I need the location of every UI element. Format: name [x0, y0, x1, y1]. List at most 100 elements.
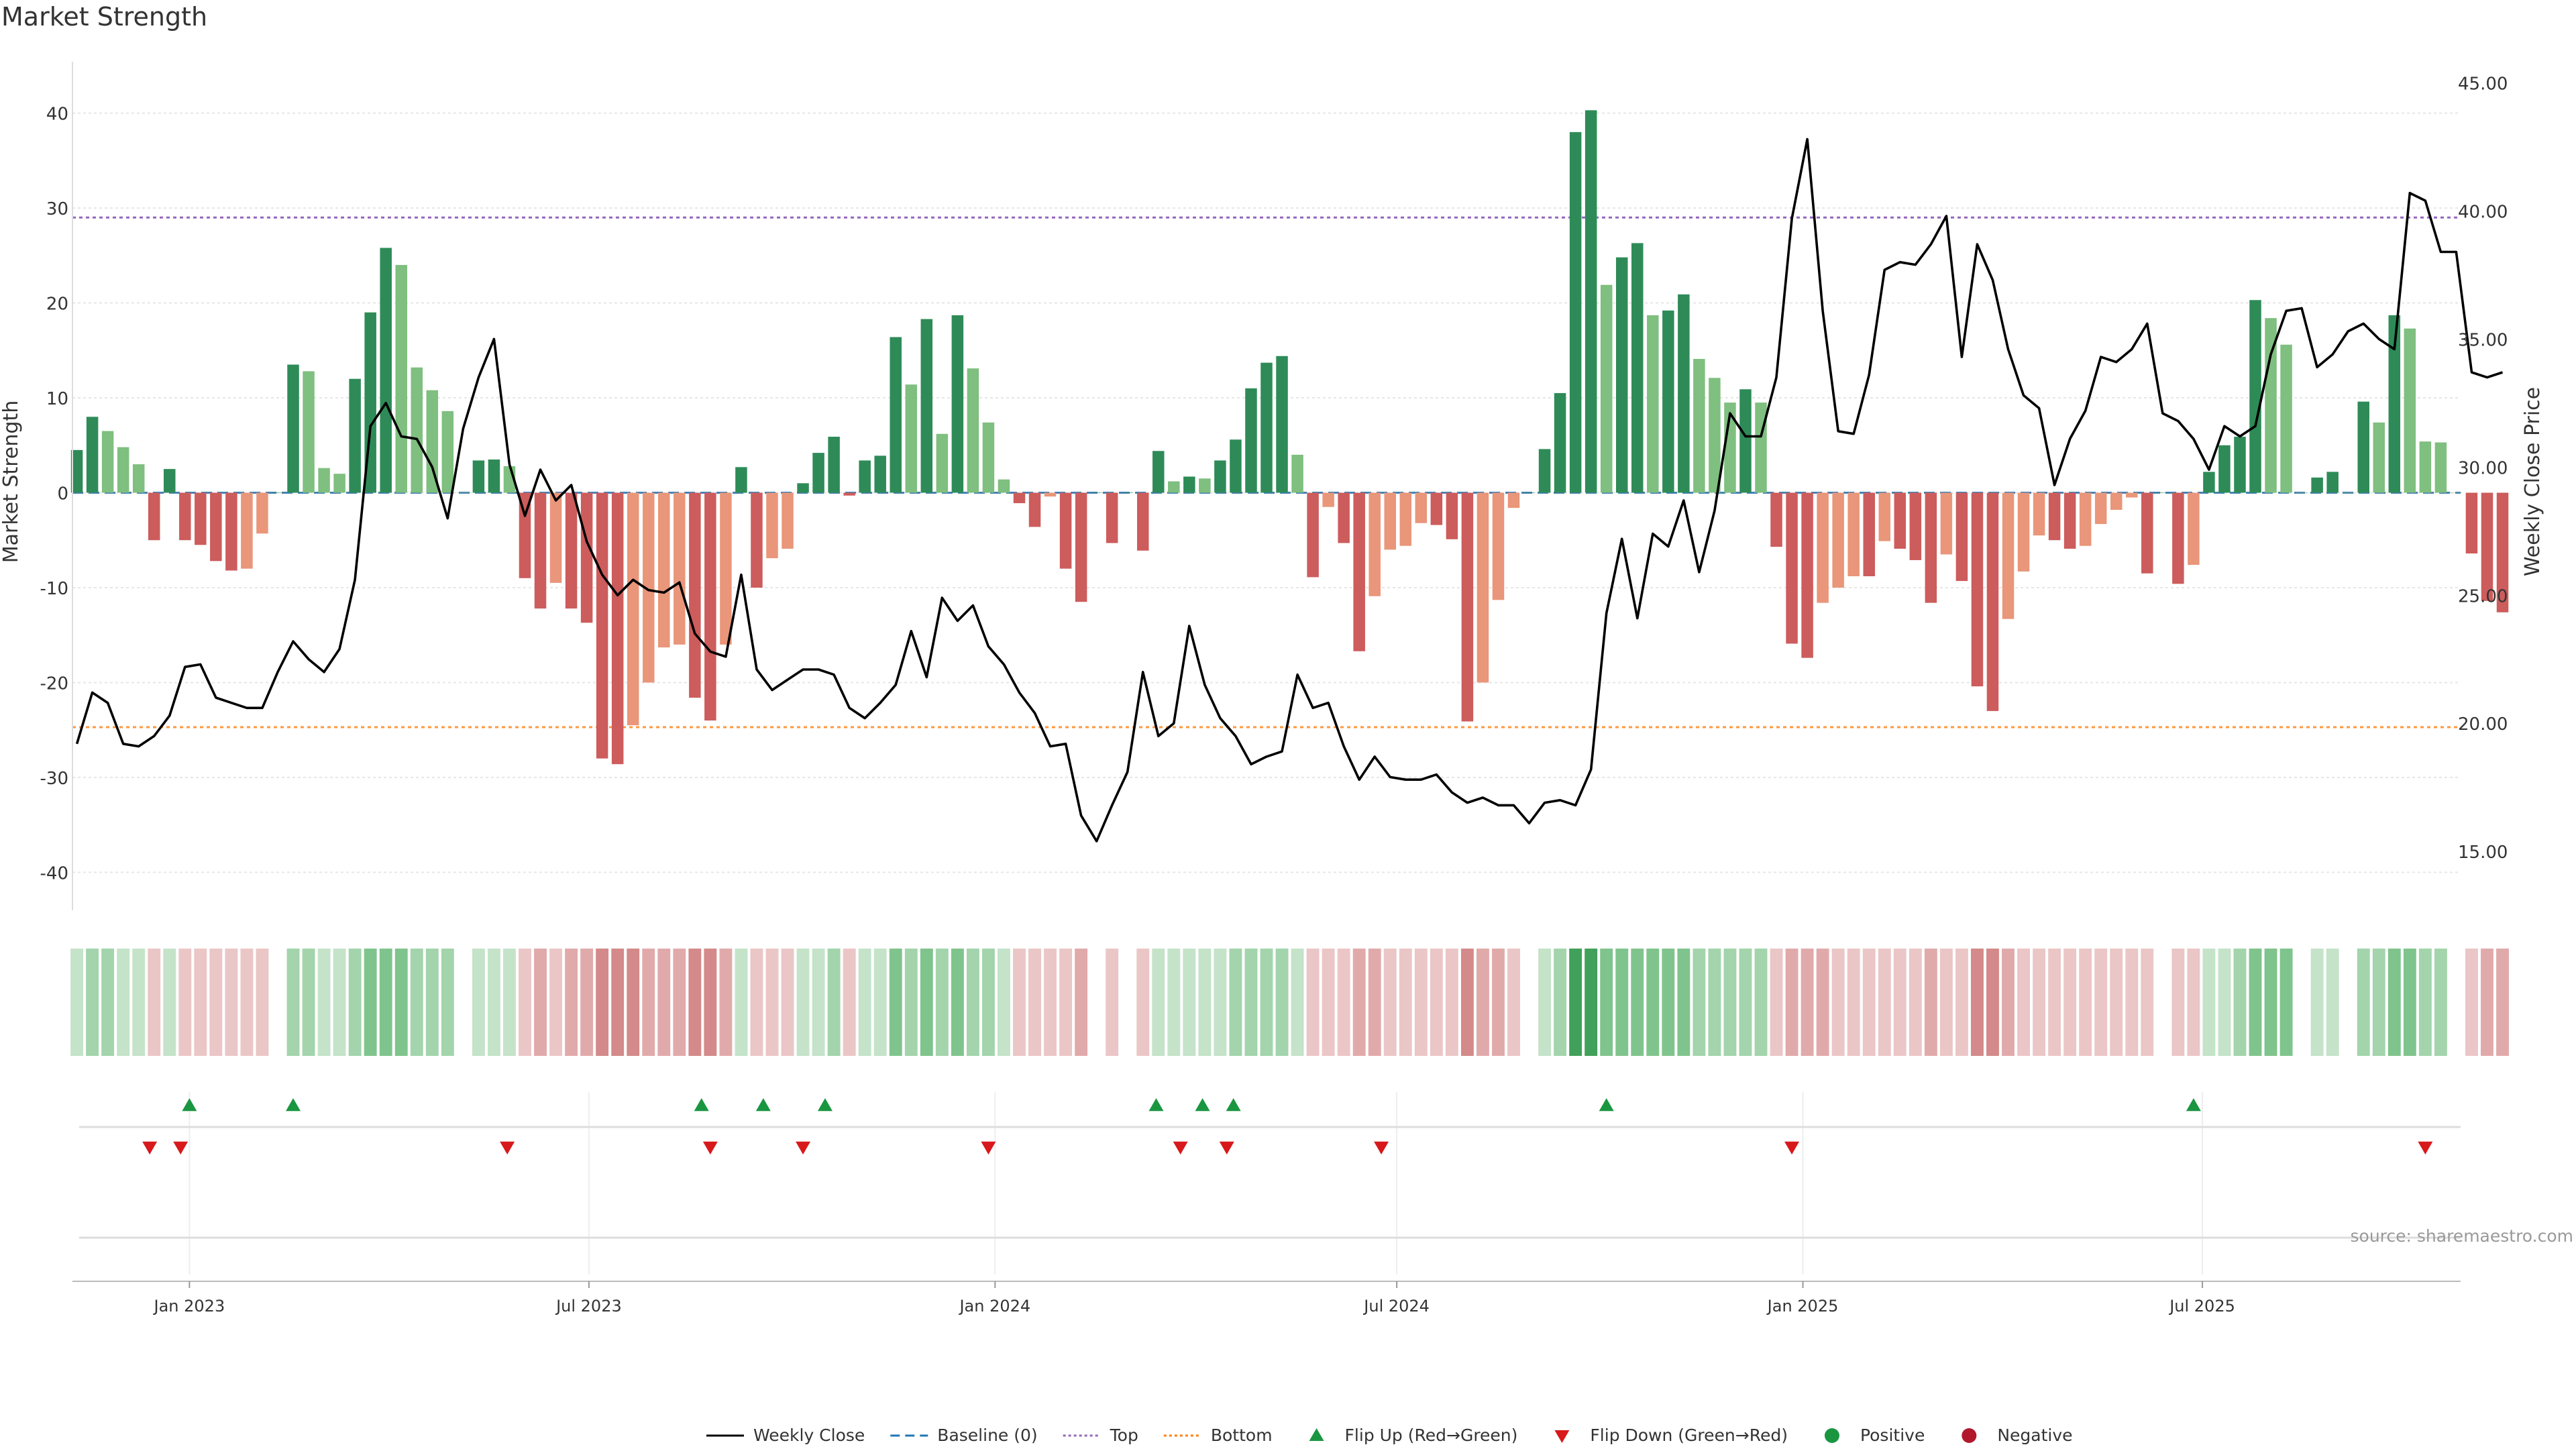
flip-down-marker — [1784, 1141, 1800, 1155]
strength-bar — [2280, 344, 2292, 493]
heat-cell — [904, 949, 918, 1056]
legend-item: Baseline (0) — [890, 1426, 1038, 1445]
legend-label: Weekly Close — [753, 1426, 865, 1445]
strength-bar — [272, 492, 284, 493]
strength-bar — [210, 492, 222, 561]
heat-cell — [2279, 949, 2293, 1056]
heat-cell — [1569, 949, 1582, 1056]
heat-cell — [627, 949, 640, 1056]
heat-cell — [132, 949, 146, 1056]
right-tick-label: 30.00 — [2458, 458, 2508, 478]
strength-bar — [1615, 257, 1628, 493]
strength-bar — [843, 492, 855, 496]
heat-cell — [534, 949, 547, 1056]
strength-bar — [1183, 476, 1195, 493]
strength-bar — [951, 315, 964, 493]
strength-bar — [395, 264, 407, 493]
strength-bar — [1554, 392, 1566, 493]
heat-cell — [1106, 949, 1119, 1056]
heat-cell — [240, 949, 254, 1056]
heat-cell — [2403, 949, 2416, 1056]
strength-bar — [426, 390, 439, 493]
x-tick-label: Jan 2025 — [1766, 1297, 1839, 1316]
strength-bar — [1709, 378, 1721, 493]
heat-cell — [1708, 949, 1721, 1056]
heat-cell — [1460, 949, 1474, 1056]
strength-bar — [1878, 492, 1891, 541]
strength-bar — [1199, 478, 1211, 493]
heat-cell — [1600, 949, 1613, 1056]
heat-cell — [1677, 949, 1690, 1056]
legend-item: Weekly Close — [706, 1426, 865, 1445]
heat-cell — [981, 949, 995, 1056]
heat-cell — [812, 949, 825, 1056]
left-tick-label: -30 — [40, 769, 68, 789]
left-tick-label: 20 — [46, 294, 68, 315]
heat-cell — [1136, 949, 1150, 1056]
strength-bar — [1569, 131, 1582, 493]
heat-cell — [364, 949, 377, 1056]
heat-cell — [178, 949, 192, 1056]
strength-bar — [1353, 492, 1365, 651]
heat-cell — [2202, 949, 2216, 1056]
heat-cell — [101, 949, 115, 1056]
heat-cell — [1059, 949, 1073, 1056]
strength-bar — [179, 492, 191, 541]
heat-cell — [1260, 949, 1273, 1056]
heat-cell — [688, 949, 702, 1056]
heat-cell — [1971, 949, 1984, 1056]
right-tick-label: 40.00 — [2458, 202, 2508, 222]
heat-cell — [163, 949, 176, 1056]
strength-bar — [967, 368, 979, 493]
strength-bar — [1276, 356, 1288, 493]
heat-cell — [596, 949, 609, 1056]
left-tick-label: 40 — [46, 105, 68, 125]
heat-cell — [209, 949, 223, 1056]
strength-bar — [1446, 492, 1458, 539]
strength-bar — [534, 492, 547, 609]
heat-cell — [765, 949, 779, 1056]
strength-bar — [472, 460, 485, 493]
heat-cell — [2310, 949, 2324, 1056]
strength-bar — [1461, 492, 1474, 722]
strength-bar — [2326, 472, 2339, 493]
heat-cell — [117, 949, 130, 1056]
heat-cell — [1816, 949, 1829, 1056]
strength-bar — [1600, 284, 1613, 493]
flip-down-marker — [1219, 1141, 1234, 1155]
heat-cell — [1939, 949, 1953, 1056]
strength-bar — [1585, 110, 1597, 493]
flip-up-marker — [1148, 1098, 1164, 1112]
heat-cell — [225, 949, 238, 1056]
strength-bar — [1894, 492, 1907, 549]
strength-bar — [457, 492, 470, 493]
strength-bar — [164, 469, 176, 493]
heat-cell — [1662, 949, 1675, 1056]
heat-cell — [1275, 949, 1289, 1056]
heat-cell — [1152, 949, 1165, 1056]
strength-bar — [148, 492, 160, 541]
heat-cell — [2017, 949, 2030, 1056]
strength-bar — [2110, 492, 2123, 510]
heat-cell — [487, 949, 500, 1056]
strength-bar — [1368, 492, 1381, 596]
heat-cell — [2496, 949, 2509, 1056]
heat-cell — [379, 949, 392, 1056]
heat-cell — [2434, 949, 2447, 1056]
legend-label: Bottom — [1211, 1426, 1273, 1445]
strength-bar — [1538, 449, 1551, 493]
flip-up-marker — [817, 1098, 833, 1112]
strength-bar — [1415, 492, 1428, 523]
strength-bar — [1384, 492, 1397, 550]
heat-cell — [951, 949, 964, 1056]
heat-cell — [1368, 949, 1381, 1056]
heat-cell — [1986, 949, 1999, 1056]
strength-bar — [1121, 492, 1134, 493]
strength-bar — [1168, 481, 1180, 493]
heat-cell — [1399, 949, 1412, 1056]
flip-up-marker — [2186, 1098, 2201, 1112]
heat-cell — [1955, 949, 1968, 1056]
strength-bar — [2234, 437, 2246, 493]
flip-up-marker — [286, 1098, 301, 1112]
legend-label: Positive — [1860, 1426, 1925, 1445]
